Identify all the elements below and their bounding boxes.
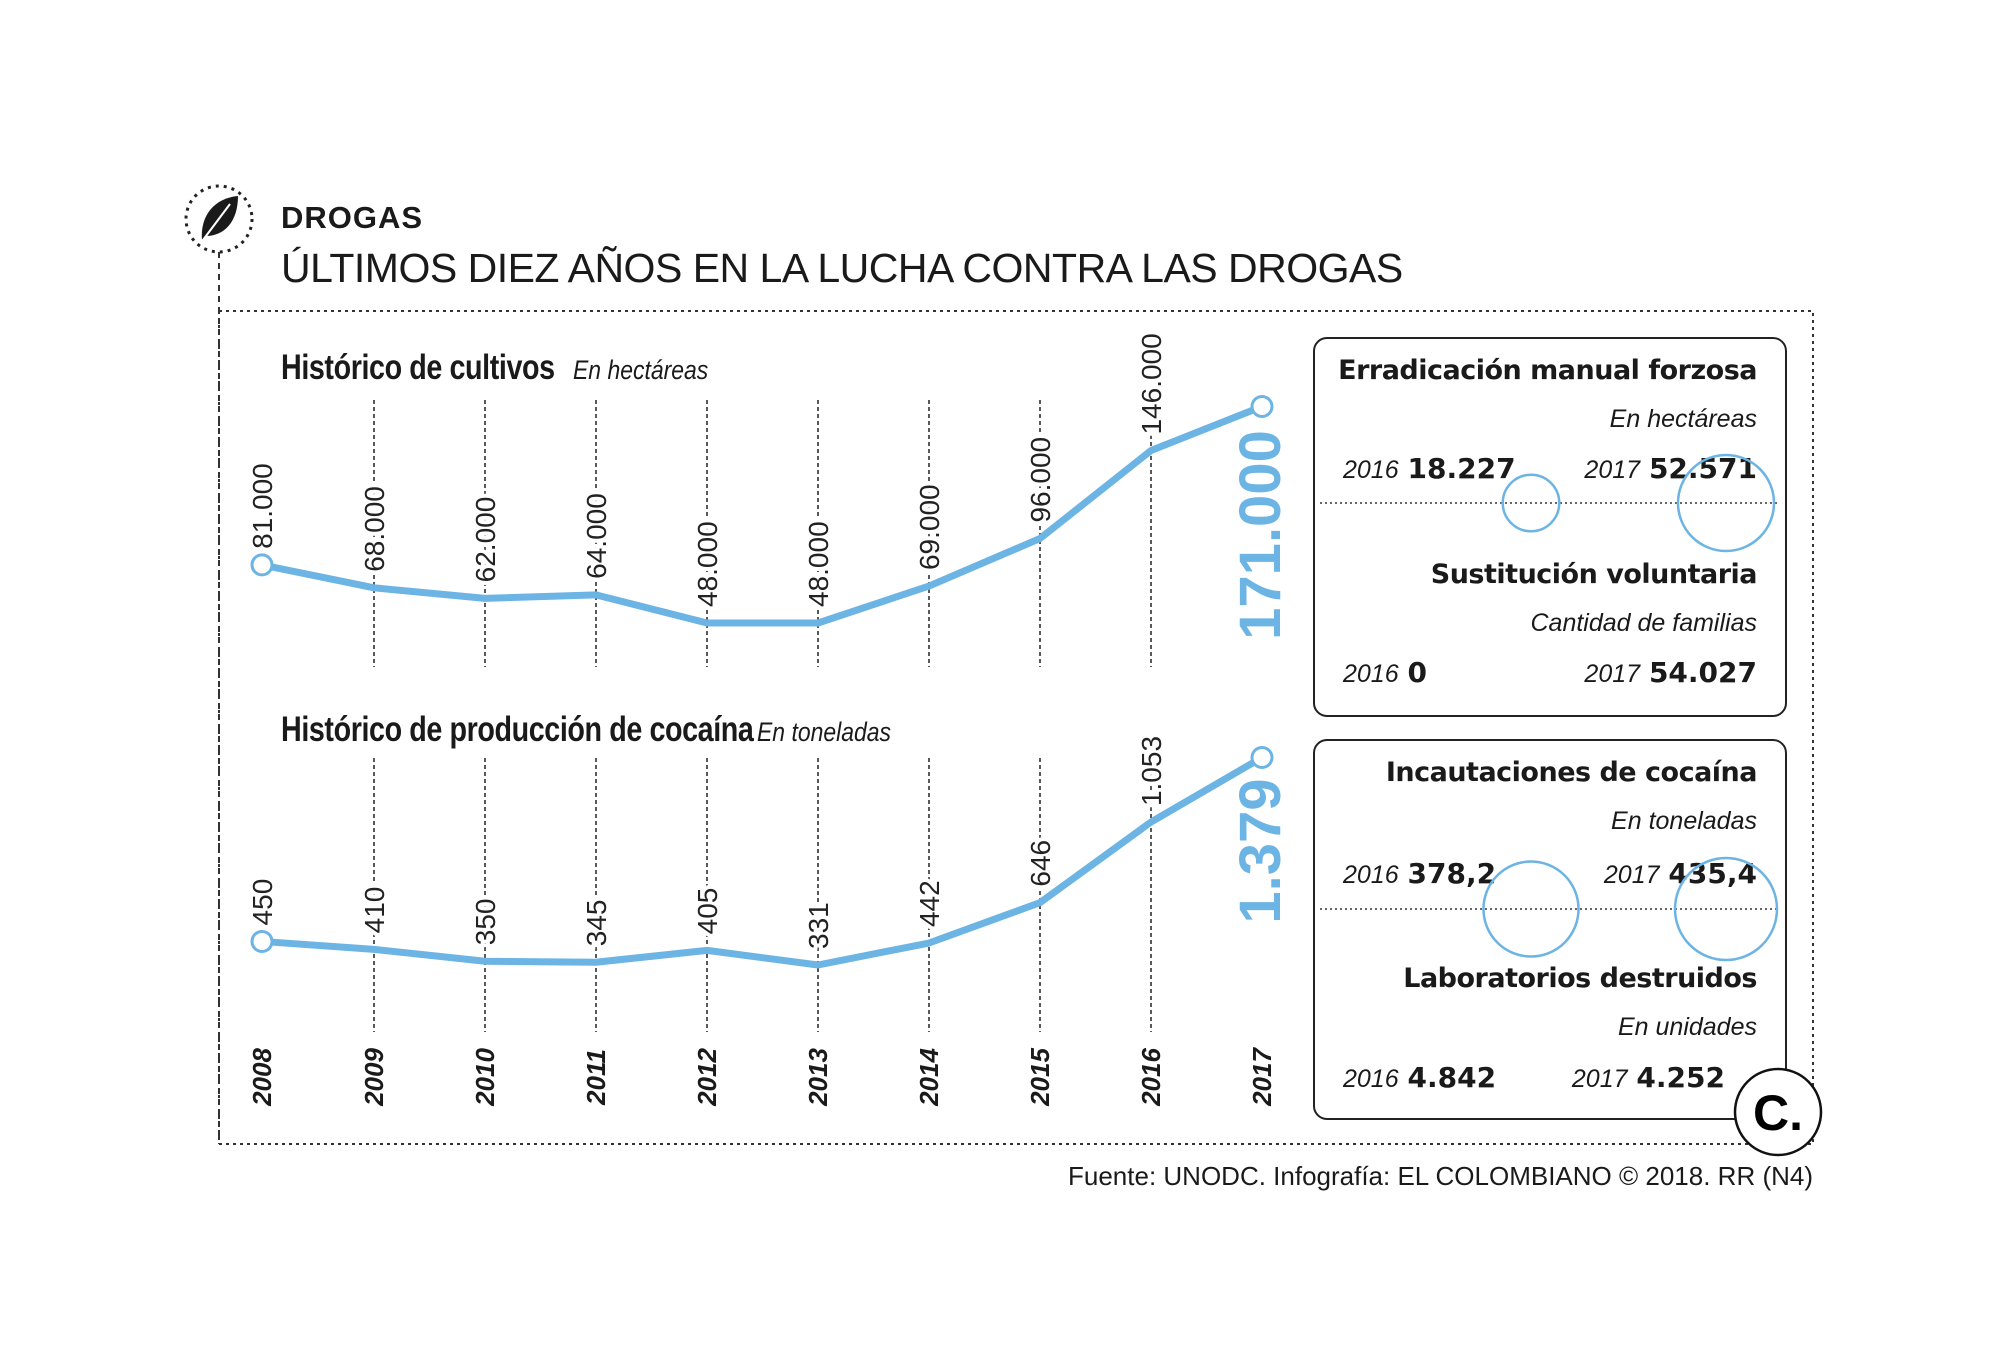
endpoint-marker [250, 929, 274, 953]
data-label: 1.053 [1136, 736, 1167, 806]
data-label: 405 [692, 888, 723, 935]
data-label: 331 [803, 902, 834, 949]
data-label: 410 [359, 887, 390, 934]
value: 54.027 [1648, 656, 1757, 689]
panel-section-unit: Cantidad de familias [1530, 609, 1757, 637]
value-2016: 2016 4.842 [1343, 1061, 1496, 1094]
value-2016: 2016 18.227 [1343, 452, 1516, 485]
panel-section-unit: En toneladas [1611, 807, 1757, 835]
chart-title: Histórico de cultivos [281, 348, 555, 387]
x-tick-label: 2010 [470, 1048, 500, 1107]
chart-unit: En toneladas [757, 717, 892, 747]
x-tick-label: 2017 [1247, 1047, 1277, 1107]
chart-title-cultivos: Histórico de cultivos En hectáreas [281, 348, 732, 388]
value-2016: 2016 0 [1343, 656, 1427, 689]
value-2017: 2017 54.027 [1584, 656, 1757, 689]
value-2017: 2017 435,4 [1604, 857, 1757, 890]
chart-title-cocaina: Histórico de producción de cocaína En ton… [281, 710, 915, 750]
line-chart-1: 450 410 350 345 405 331 442 646 1.053 1.379 2008 20… [243, 732, 1293, 1107]
x-tick-label: 2011 [581, 1049, 611, 1106]
x-tick-label: 2008 [247, 1048, 277, 1107]
value: 378,2 [1407, 857, 1497, 890]
line-chart-0: 81.000 68.000 62.000 64.000 48.000 48.000 69.0… [243, 329, 1293, 667]
panel-incautaciones-laboratorios: Incautaciones de cocaína En toneladas 20… [1313, 739, 1787, 1120]
data-label: 146.000 [1136, 333, 1167, 434]
source-footer: Fuente: UNODC. Infografía: EL COLOMBIANO… [1068, 1161, 1813, 1191]
x-tick-label: 2015 [1025, 1048, 1055, 1107]
x-tick-label: 2013 [803, 1048, 833, 1107]
panel-section-unit: En unidades [1617, 1013, 1757, 1041]
year-label: 2016 [1343, 861, 1399, 889]
section-label: DROGAS [281, 200, 424, 235]
endpoint-marker [1250, 395, 1274, 419]
year-label: 2016 [1343, 660, 1399, 688]
x-tick-label: 2014 [914, 1048, 944, 1107]
data-label: 350 [470, 899, 501, 946]
series-line [261, 754, 1264, 969]
data-label: 69.000 [914, 484, 945, 570]
data-label: 64.000 [581, 493, 612, 579]
leaf-icon [184, 184, 254, 254]
value: 52.571 [1648, 452, 1757, 485]
value: 4.842 [1407, 1061, 1497, 1094]
data-label: 345 [581, 900, 612, 947]
data-label: 48.000 [803, 521, 834, 607]
data-label: 450 [247, 879, 278, 926]
value-2016: 2016 378,2 [1343, 857, 1496, 890]
panel-section-title: Laboratorios destruidos [1403, 963, 1757, 994]
panel-section-unit: En hectáreas [1609, 405, 1757, 433]
dotted-frame [218, 310, 1814, 1145]
data-label: 48.000 [692, 521, 723, 607]
endpoint-marker [250, 553, 274, 577]
value-2017: 2017 4.252 [1572, 1061, 1725, 1094]
endpoint-marker [1250, 745, 1274, 769]
value-2017: 2017 52.571 [1584, 452, 1757, 485]
page-title: ÚLTIMOS DIEZ AÑOS EN LA LUCHA CONTRA LAS… [281, 245, 1403, 291]
year-label: 2016 [1343, 1065, 1399, 1093]
x-tick-label: 2016 [1136, 1048, 1166, 1107]
chart-title: Histórico de producción de cocaína [281, 710, 754, 749]
year-label: 2017 [1571, 1065, 1628, 1093]
year-label: 2017 [1584, 660, 1641, 688]
data-label: 442 [914, 880, 945, 927]
panel-section-title: Incautaciones de cocaína [1385, 757, 1758, 788]
series-line [261, 403, 1264, 627]
year-label: 2017 [1584, 456, 1641, 484]
value: 4.252 [1636, 1061, 1725, 1094]
panel-section-title: Erradicación manual forzosa [1338, 355, 1757, 386]
data-label: 68.000 [359, 486, 390, 572]
data-label: 81.000 [247, 463, 278, 549]
value: 0 [1407, 656, 1427, 689]
year-label: 2016 [1343, 456, 1399, 484]
chart-unit: En hectáreas [572, 355, 708, 385]
panel-section-title: Sustitución voluntaria [1430, 559, 1758, 590]
data-label: 62.000 [470, 497, 501, 583]
data-label-final: 171.000 [1228, 430, 1293, 640]
data-label: 96.000 [1025, 437, 1056, 523]
x-tick-label: 2012 [692, 1048, 722, 1107]
x-tick-label: 2009 [359, 1048, 389, 1107]
value: 435,4 [1668, 857, 1757, 890]
value: 18.227 [1407, 452, 1516, 485]
data-label-final: 1.379 [1228, 778, 1293, 923]
year-label: 2017 [1603, 861, 1660, 889]
data-label: 646 [1025, 840, 1056, 887]
panel-erradicacion-sustitucion: Erradicación manual forzosa En hectáreas… [1313, 337, 1787, 717]
